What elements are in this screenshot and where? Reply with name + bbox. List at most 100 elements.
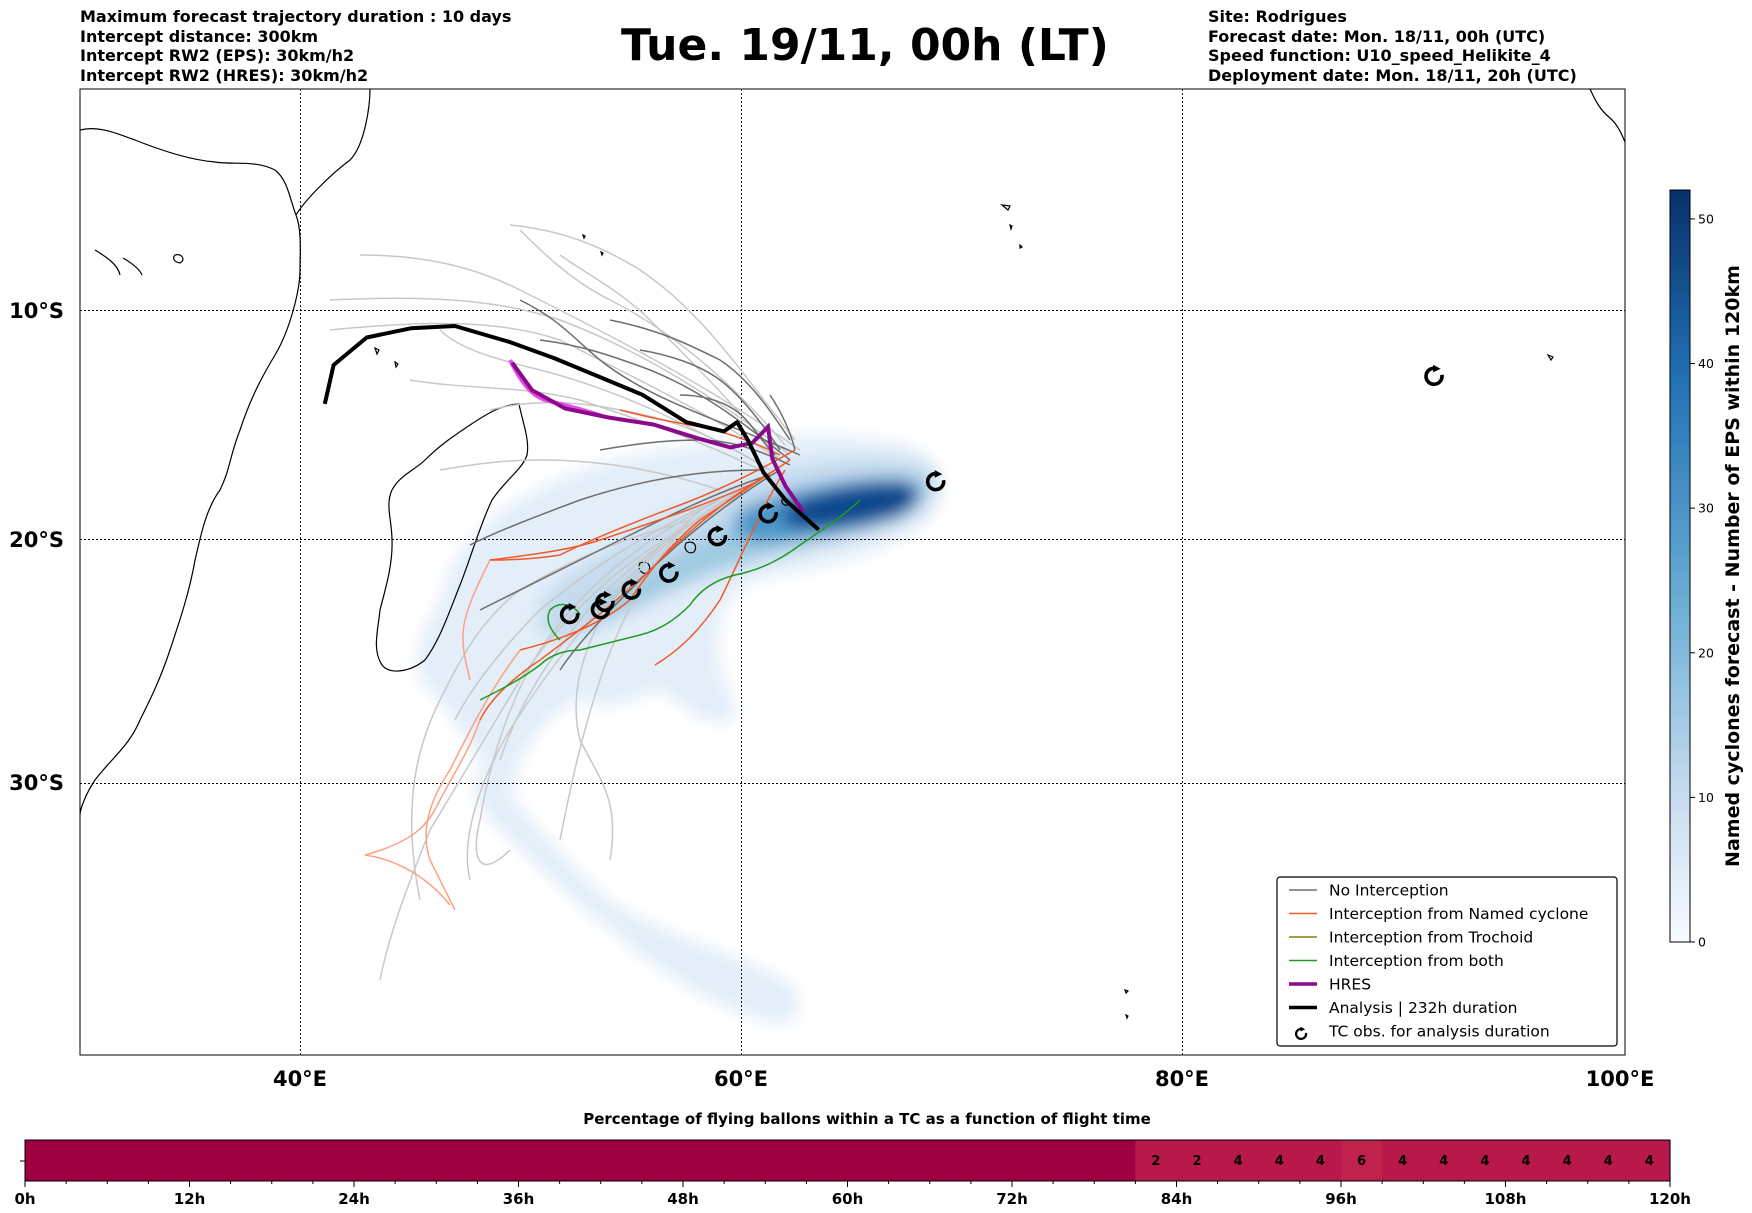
eps-track-no-interception — [329, 322, 781, 461]
tc-observations — [559, 364, 1444, 625]
timebar-cell-label: 6 — [1357, 1154, 1366, 1169]
lat-label-10s: 10°S — [9, 299, 64, 323]
lon-label-40e: 40°E — [273, 1067, 327, 1091]
timebar-tick-label: 96h — [1325, 1190, 1357, 1208]
lon-label-80e: 80°E — [1155, 1067, 1209, 1091]
lat-label-30s: 30°S — [9, 771, 64, 795]
timebar-cell — [724, 1140, 766, 1181]
header-right-info: Site: Rodrigues Forecast date: Mon. 18/1… — [1208, 7, 1577, 85]
tc-obs-icon — [707, 525, 728, 547]
socotra-islands — [173, 254, 184, 264]
tc-obs-icon — [621, 578, 642, 600]
eps-trajectories-named-cyclone-light — [364, 559, 521, 911]
intercept-eps-text: Intercept RW2 (EPS): 30km/h2 — [80, 46, 355, 65]
timebar-tick-label: 36h — [503, 1190, 535, 1208]
legend-label: No Interception — [1329, 882, 1449, 900]
timebar-cell — [25, 1140, 67, 1181]
legend-label: Interception from Named cyclone — [1329, 905, 1588, 923]
eps-track-no-interception — [466, 519, 691, 881]
timebar-cell — [1176, 1140, 1219, 1181]
timebar-cell — [436, 1140, 478, 1181]
timebar-cell — [66, 1140, 108, 1181]
amsterdam-islands — [1124, 989, 1130, 1020]
hres-track — [510, 361, 805, 513]
tc-obs-icon — [659, 561, 679, 583]
tc-obs-icon — [559, 603, 580, 625]
timebar-tick-label: 24h — [338, 1190, 370, 1208]
lon-label-100e: 100°E — [1586, 1067, 1655, 1091]
timebar-cell — [1587, 1140, 1630, 1181]
timebar-cell — [683, 1140, 725, 1181]
timebar-cell-label: 4 — [1439, 1154, 1448, 1169]
site-text: Site: Rodrigues — [1208, 7, 1347, 26]
timebar-cell — [559, 1140, 602, 1181]
timebar-tick-label: 108h — [1485, 1190, 1527, 1208]
timebar-tick-label: 48h — [667, 1190, 699, 1208]
timebar-cell — [929, 1140, 972, 1181]
eps-track-named-cyclone — [489, 479, 761, 561]
africa-horn-coastline — [295, 89, 371, 216]
australia-coast — [1589, 89, 1625, 143]
max-duration-text: Maximum forecast trajectory duration : 1… — [80, 7, 512, 26]
page-title: Tue. 19/11, 00h (LT) — [621, 20, 1109, 71]
timebar-tick-label: 60h — [832, 1190, 864, 1208]
timebar-cell — [847, 1140, 890, 1181]
eps-track-no-interception — [479, 474, 771, 611]
timebar-cell — [1299, 1140, 1342, 1181]
timebar-cell — [1135, 1140, 1178, 1181]
eps-track-no-interception — [519, 229, 786, 446]
forecast-date-text: Forecast date: Mon. 18/11, 00h (UTC) — [1208, 26, 1546, 46]
colorbar-gradient — [1669, 189, 1691, 943]
timebar-cell-label: 4 — [1275, 1154, 1284, 1169]
timebar-cell — [107, 1140, 149, 1181]
legend-box — [1276, 876, 1618, 1047]
legend-label: Interception from both — [1329, 952, 1504, 970]
intercept-hres-text: Intercept RW2 (HRES): 30km/h2 — [80, 65, 369, 85]
tc-obs-icon — [925, 470, 946, 492]
timebar-cell — [1464, 1140, 1507, 1181]
timebar-cell — [148, 1140, 191, 1181]
cyclone-density-field — [417, 435, 943, 1024]
speed-function-text: Speed function: U10_speed_Helikite_4 — [1208, 46, 1551, 65]
timebar-tick-label: 84h — [1161, 1190, 1193, 1208]
eps-track-named-cyclone — [364, 719, 481, 906]
eps-trajectories-dark-grey — [469, 299, 801, 671]
eps-track-both — [479, 499, 861, 701]
timebar-cell — [312, 1140, 355, 1181]
coastlines — [80, 89, 1625, 1020]
eps-track-no-interception — [509, 224, 796, 441]
eps-track-no-interception — [639, 349, 781, 451]
lon-label-60e: 60°E — [714, 1067, 768, 1091]
eps-track-named-cyclone — [425, 649, 521, 911]
deployment-date-text: Deployment date: Mon. 18/11, 20h (UTC) — [1208, 65, 1577, 85]
tc-obs-icon — [1424, 364, 1444, 387]
graticule — [80, 89, 1625, 1055]
timebar-cell-label: 4 — [1522, 1154, 1531, 1169]
tc-obs-icon — [595, 590, 615, 613]
timebar-cell — [970, 1140, 1013, 1181]
colorbar-tick-label: 20 — [1698, 645, 1714, 660]
legend-label: TC obs. for analysis duration — [1328, 1023, 1550, 1041]
eps-track-no-interception — [559, 509, 701, 841]
legend-label: Interception from Trochoid — [1329, 929, 1533, 947]
eps-track-no-interception — [679, 394, 776, 456]
timebar-cell-label: 4 — [1645, 1154, 1654, 1169]
timebar-cell-label: 2 — [1193, 1154, 1202, 1169]
density-tail-band — [474, 770, 800, 1024]
timebar-cell-label: 4 — [1563, 1154, 1572, 1169]
timebar-cell — [1546, 1140, 1589, 1181]
timebar-cell — [888, 1140, 931, 1181]
timebar-cell — [1423, 1140, 1465, 1181]
legend: No Interception Interception from Named c… — [1276, 876, 1618, 1047]
timebar-cell-label: 4 — [1316, 1154, 1325, 1169]
timebar-cell — [1628, 1140, 1671, 1181]
intercept-distance-text: Intercept distance: 300km — [80, 26, 319, 46]
timebar-cell — [641, 1140, 684, 1181]
timebar-cell-label: 4 — [1234, 1154, 1243, 1169]
timebar-cell — [600, 1140, 643, 1181]
timebar-tick-label: 0h — [14, 1190, 35, 1208]
colorbar-tick-label: 40 — [1698, 356, 1714, 371]
timebar-tick-label: 120h — [1649, 1190, 1691, 1208]
timebar-cell — [271, 1140, 314, 1181]
